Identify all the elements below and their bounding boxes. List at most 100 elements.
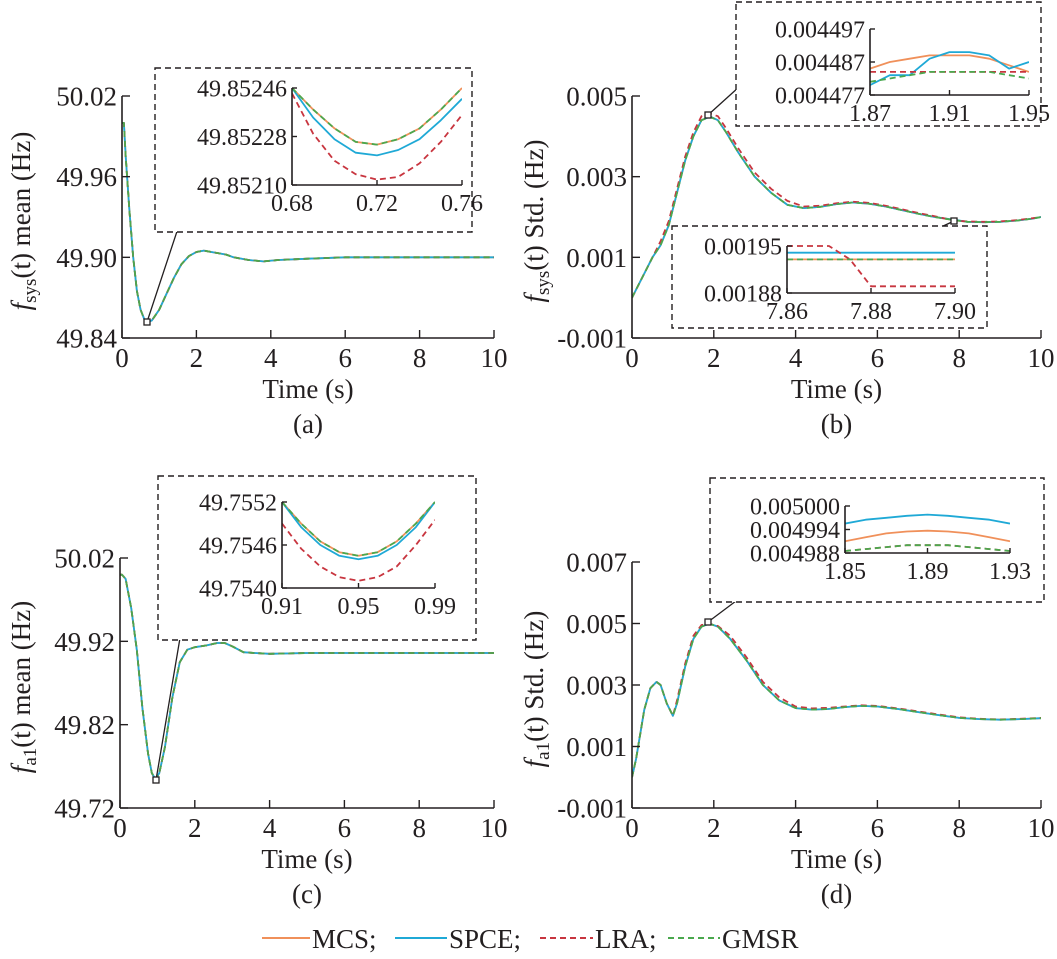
panel-c-ylabel-text: (t) mean (Hz) [6, 601, 36, 748]
panel-d-ytick-label: 0.003 [566, 670, 627, 700]
panel-a-ytick-label: 50.02 [56, 81, 117, 111]
panel-a-ytick-label: 49.96 [56, 162, 117, 192]
panel-a-inset-series-gmsr [292, 87, 462, 146]
panel-d-ytick-label: -0.001 [557, 793, 627, 823]
panel-c-inset-xtick-label: 0.91 [261, 594, 303, 620]
legend-label-spce: SPCE; [449, 924, 521, 954]
panel-b-ytick-label: 0.005 [566, 81, 627, 111]
panel-b-xtick-label: 0 [625, 343, 639, 373]
panel-c-xlabel: Time (s) [261, 844, 352, 874]
panel-b-inset-2-xtick-label: 7.88 [850, 299, 892, 325]
panel-d-lines [632, 622, 1041, 778]
panel-a-series-gmsr [122, 122, 494, 323]
panel-c-label: (c) [292, 879, 322, 909]
panel-b-inset-1-ytick-label: 0.004497 [775, 17, 865, 43]
panel-d-xtick-label: 4 [789, 813, 803, 843]
panel-a-ylabel: fsys(t) mean (Hz) [6, 132, 41, 311]
panel-d-ylabel-subscript: a1 [533, 742, 554, 760]
panel-c-lines [120, 573, 494, 781]
panel-b-inset-1: 1.87 1.91 1.95 0.004477 0.004487 0.004497 [704, 1, 1050, 127]
panel-a-inset-ytick-label: 49.85246 [197, 76, 287, 102]
panel-b-series-lra [632, 112, 1041, 299]
legend-label-mcs: MCS; [312, 924, 377, 954]
panel-b: 0 2 4 6 8 10 -0.001 0.001 0.003 0.005 Time (s) (b) f… [519, 1, 1055, 439]
panel-b-inset-1-ytick-label: 0.004487 [775, 50, 865, 76]
panel-c-series-spce [120, 573, 494, 781]
panel-a-label: (a) [293, 409, 323, 439]
panel-a-inset-ytick-label: 49.85228 [197, 125, 287, 151]
panel-b-xtick-label: 10 [1028, 343, 1055, 373]
panel-c-ytick-label: 50.02 [54, 543, 115, 573]
panel-d-series-mcs [632, 622, 1041, 778]
panel-d-inset-series-gmsr [845, 544, 1010, 552]
panel-a: 0 2 4 6 8 10 49.84 49.90 49.96 50.02 Time (s) (a) fs… [6, 67, 508, 439]
panel-b-xlabel: Time (s) [791, 374, 882, 404]
panel-a-xlabel: Time (s) [262, 374, 353, 404]
panel-b-xtick-label: 8 [952, 343, 966, 373]
panel-b-inset-1-zoom-marker [704, 111, 712, 119]
panel-a-lines [122, 122, 494, 323]
panel-b-inset-2-frame [671, 225, 988, 329]
panel-c-inset-ytick-label: 49.7552 [199, 490, 277, 516]
panel-b-inset-2-xtick-label: 7.86 [766, 299, 808, 325]
panel-a-xtick-label: 6 [338, 343, 352, 373]
panel-d-inset-ytick-label: 0.004988 [750, 541, 840, 567]
panel-c-inset-series-gmsr [282, 501, 435, 557]
panel-c-ylabel: fa1(t) mean (Hz) [6, 601, 41, 773]
panel-a-inset-lines [292, 87, 462, 181]
panel-d-ylabel-text: (t) Std. (Hz) [519, 611, 549, 742]
legend-label-lra: LRA; [595, 924, 657, 954]
panel-b-inset-1-series-gmsr [870, 71, 1029, 83]
panel-d-ytick-label: 0.007 [566, 547, 627, 577]
panel-d-xtick-label: 2 [707, 813, 721, 843]
panel-d-ytick-label: 0.001 [566, 732, 627, 762]
panel-b-inset-1-series-mcs [870, 54, 1029, 73]
panel-b-inset-1-series-spce [870, 51, 1029, 86]
panel-d-ylabel-symbol: f [519, 756, 549, 767]
panel-d-inset-zoom-marker [704, 618, 712, 626]
panel-d-inset-xtick-label: 1.85 [824, 559, 866, 585]
panel-b-inset-2-ytick-label: 0.00188 [704, 281, 782, 307]
panel-a-inset-frame [154, 67, 473, 233]
panel-d-series-spce [632, 622, 1041, 778]
panel-a-ylabel-subscript: sys [20, 279, 41, 303]
panel-a-ylabel-symbol: f [6, 299, 36, 310]
panel-b-xtick-label: 2 [707, 343, 721, 373]
panel-d-label: (d) [821, 879, 852, 909]
panel-a-ytick-label: 49.90 [56, 243, 117, 273]
panel-c-inset-ytick-label: 49.7540 [199, 576, 277, 602]
panel-d-xtick-label: 6 [871, 813, 885, 843]
panel-a-inset-series-lra [292, 92, 462, 181]
panel-d-xlabel: Time (s) [791, 844, 882, 874]
panel-c-ylabel-symbol: f [6, 762, 36, 773]
panel-d-ylabel: fa1(t) Std. (Hz) [519, 611, 554, 768]
panel-c-inset-xtick-label: 0.99 [414, 594, 456, 620]
panel-b-inset-2-lines [787, 245, 955, 288]
panel-c-ytick-label: 49.72 [54, 793, 115, 823]
panel-a-ytick-label: 49.84 [56, 323, 117, 353]
panel-c-xtick-label: 10 [481, 813, 508, 843]
panel-b-inset-1-xtick-label: 1.91 [929, 101, 971, 127]
panel-c-xtick-label: 8 [412, 813, 426, 843]
panel-a-inset-xtick-label: 0.72 [356, 191, 398, 217]
panel-d-inset-xtick-label: 1.89 [907, 559, 949, 585]
panel-d-inset-series-spce [845, 513, 1010, 525]
panel-a-ylabel-text: (t) mean (Hz) [6, 132, 36, 279]
panel-c-inset-series-spce [282, 501, 435, 561]
panel-c-xtick-label: 2 [188, 813, 202, 843]
panel-b-lines [632, 112, 1041, 299]
panel-d-inset-lines [845, 513, 1010, 552]
panel-b-inset-1-frame [735, 1, 1042, 127]
panel-b-ytick-label: 0.003 [566, 162, 627, 192]
panel-a-xtick-label: 2 [190, 343, 204, 373]
panel-c: 0 2 4 6 8 10 49.72 49.82 49.92 50.02 Time (s) (c) fa… [6, 475, 508, 909]
panel-b-ytick-label: -0.001 [557, 323, 627, 353]
panel-b-ylabel-text: (t) Std. (Hz) [519, 139, 549, 270]
panel-d-inset-frame [709, 477, 1045, 603]
panel-a-inset: 0.68 0.72 0.76 49.85210 49.85228 49.85246 [143, 67, 483, 326]
panel-a-inset-ytick-label: 49.85210 [197, 173, 287, 199]
panel-c-ytick-label: 49.82 [54, 710, 115, 740]
panel-c-xtick-label: 4 [263, 813, 277, 843]
panel-c-inset-connector [155, 637, 181, 781]
